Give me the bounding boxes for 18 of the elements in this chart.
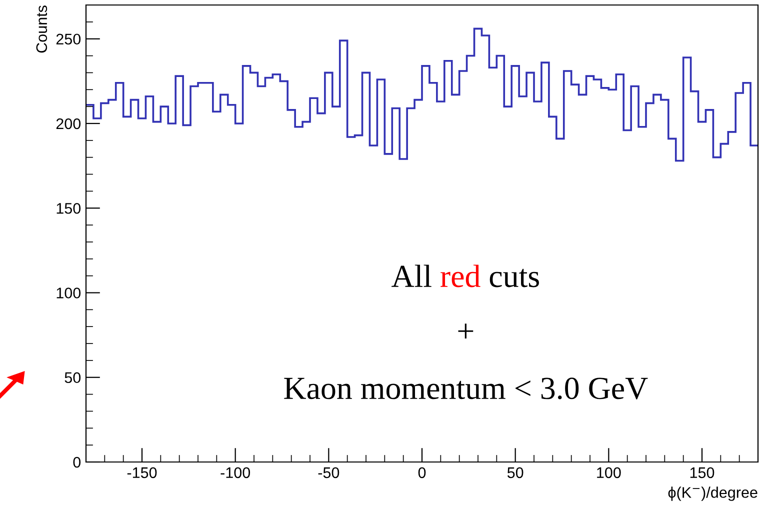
y-tick-label: 100 [56,288,81,298]
annotation: All red cuts [392,264,539,288]
y-tick-label: 0 [73,456,81,468]
y-tick-label: 250 [56,34,81,45]
x-tick-label: 150 [690,467,714,478]
x-tick-label: 50 [507,467,524,478]
x-tick-label: -50 [318,467,340,478]
x-tick-label: -150 [127,467,157,478]
y-tick-label: 200 [56,118,81,130]
x-tick-label: 0 [418,467,426,478]
y-tick-label: 50 [64,372,81,384]
y-axis-title: Counts [36,6,48,53]
y-tick-label: 150 [56,202,81,214]
x-tick-label: 100 [597,467,621,478]
x-axis-title: ϕ(K$^{−}$)/degree [668,486,758,501]
x-tick-label: -100 [220,467,250,478]
annotation: + [458,324,474,339]
annotation: Kaon momentum < 3.0 GeV [284,378,648,400]
